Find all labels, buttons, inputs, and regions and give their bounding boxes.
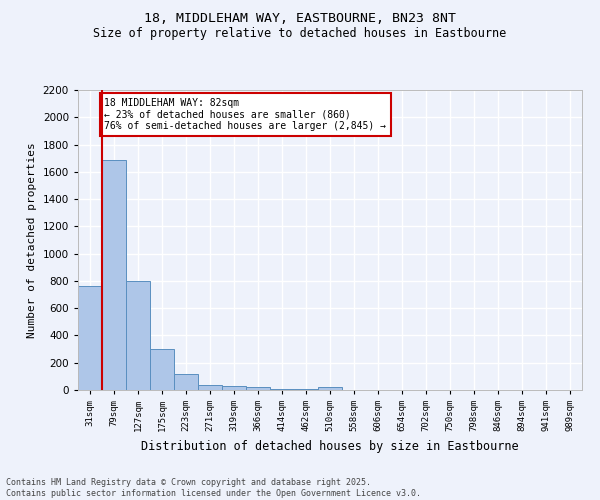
Bar bbox=[126, 281, 150, 390]
Bar bbox=[270, 388, 294, 390]
Text: Contains HM Land Registry data © Crown copyright and database right 2025.
Contai: Contains HM Land Registry data © Crown c… bbox=[6, 478, 421, 498]
Bar bbox=[102, 160, 126, 390]
Bar bbox=[246, 388, 270, 390]
Y-axis label: Number of detached properties: Number of detached properties bbox=[27, 142, 37, 338]
Bar bbox=[150, 349, 174, 390]
Bar bbox=[78, 286, 102, 390]
Bar bbox=[318, 386, 342, 390]
X-axis label: Distribution of detached houses by size in Eastbourne: Distribution of detached houses by size … bbox=[141, 440, 519, 452]
Text: Size of property relative to detached houses in Eastbourne: Size of property relative to detached ho… bbox=[94, 28, 506, 40]
Bar bbox=[222, 386, 246, 390]
Bar bbox=[174, 374, 198, 390]
Text: 18, MIDDLEHAM WAY, EASTBOURNE, BN23 8NT: 18, MIDDLEHAM WAY, EASTBOURNE, BN23 8NT bbox=[144, 12, 456, 26]
Bar bbox=[198, 385, 222, 390]
Text: 18 MIDDLEHAM WAY: 82sqm
← 23% of detached houses are smaller (860)
76% of semi-d: 18 MIDDLEHAM WAY: 82sqm ← 23% of detache… bbox=[104, 98, 386, 132]
